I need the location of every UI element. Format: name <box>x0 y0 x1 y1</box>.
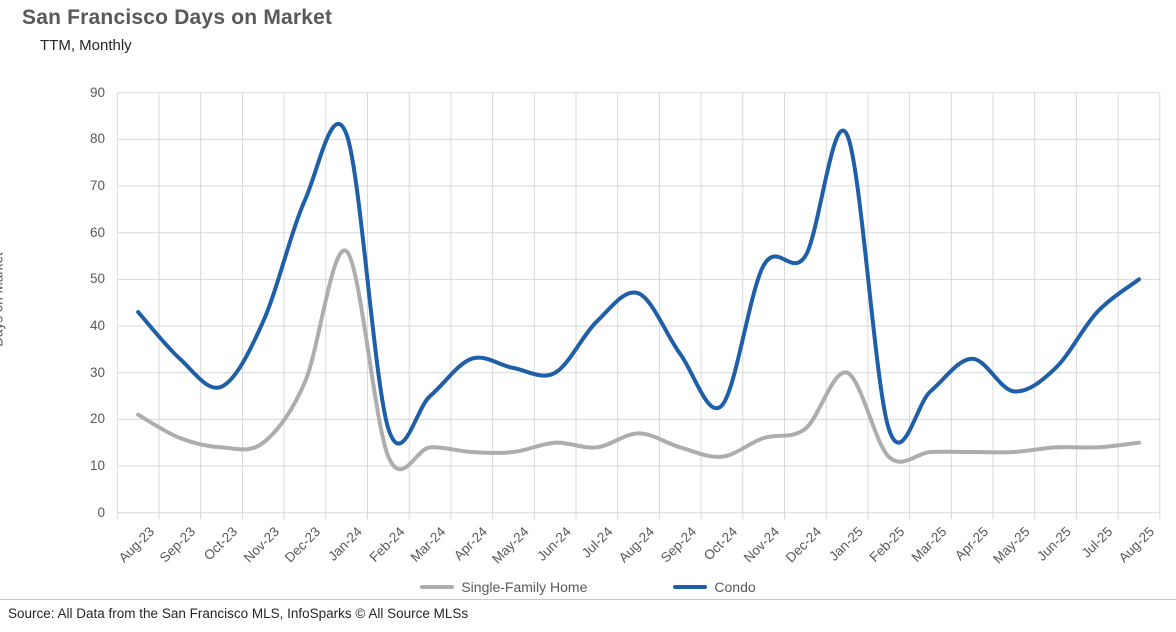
legend-label: Condo <box>714 579 756 595</box>
legend-item-condo: Condo <box>673 579 756 595</box>
y-axis-tick-label: 40 <box>89 318 105 334</box>
y-axis-tick-label: 20 <box>89 411 105 427</box>
footer-divider <box>0 599 1176 600</box>
y-axis-tick-label: 70 <box>89 178 105 194</box>
chart-subtitle: TTM, Monthly <box>40 37 132 54</box>
y-axis-title: Days on Market <box>0 252 6 347</box>
page-title: San Francisco Days on Market <box>22 6 333 29</box>
y-axis-tick-label: 80 <box>89 131 105 147</box>
legend-item-single-family: Single-Family Home <box>420 579 587 595</box>
condo-line-swatch <box>673 585 708 589</box>
source-note: Source: All Data from the San Francisco … <box>8 606 469 621</box>
y-axis-tick-label: 10 <box>89 458 105 474</box>
series-line-single-family-home <box>136 248 1141 472</box>
series-line-condo <box>136 122 1141 446</box>
single-family-line-swatch <box>420 585 455 589</box>
legend: Single-Family Home Condo <box>0 579 1176 595</box>
y-axis-tick-label: 50 <box>89 271 105 287</box>
y-axis-tick-label: 0 <box>97 504 105 520</box>
y-axis-tick-label: 30 <box>89 364 105 380</box>
legend-label: Single-Family Home <box>461 579 588 595</box>
y-axis-tick-label: 60 <box>89 224 105 240</box>
y-axis-tick-label: 90 <box>89 84 105 100</box>
